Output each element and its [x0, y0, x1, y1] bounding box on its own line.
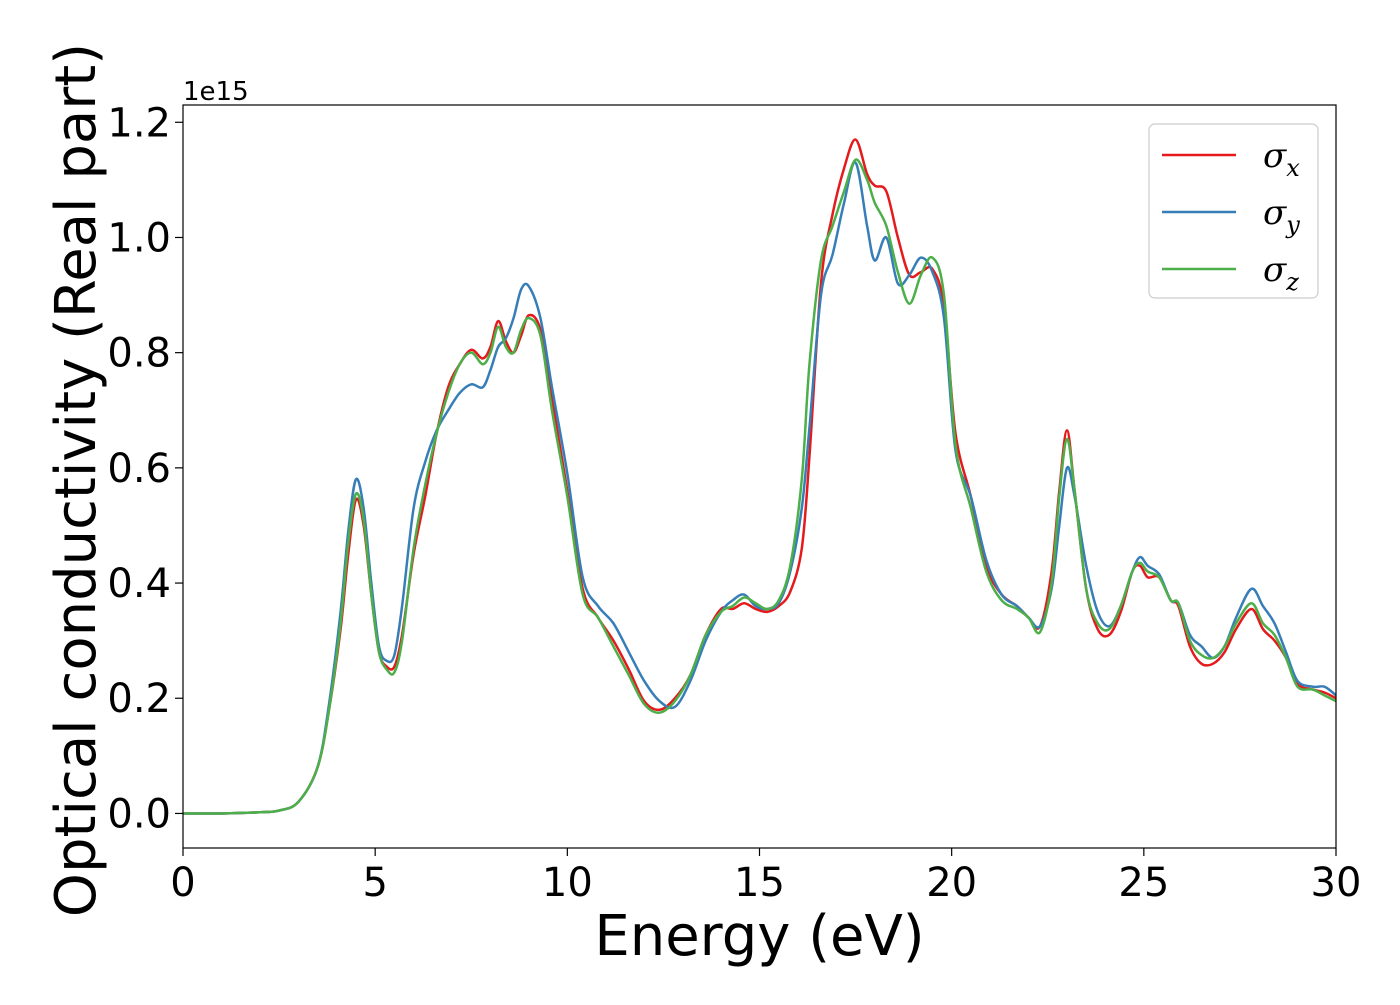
y-tick-label: 0.0	[107, 791, 171, 837]
y-axis-title: Optical conductivity (Real part)	[44, 43, 109, 917]
x-tick-label: 10	[542, 860, 593, 906]
y-tick-label: 0.2	[107, 676, 171, 722]
x-tick-label: 15	[734, 860, 785, 906]
x-tick-label: 25	[1118, 860, 1169, 906]
legend-item-y: σy	[1162, 193, 1300, 239]
x-axis-title: Energy (eV)	[594, 904, 924, 969]
series-lines	[183, 138, 1336, 815]
legend-label-y: σy	[1263, 193, 1300, 239]
legend: σx σy σz	[1148, 123, 1319, 299]
series-line-y	[183, 161, 1336, 815]
y-tick-label: 0.4	[107, 561, 171, 607]
series-line-z	[183, 158, 1336, 815]
y-tick-label: 1.2	[107, 100, 171, 146]
legend-label-x: σx	[1263, 136, 1300, 182]
x-tick-label: 5	[362, 860, 387, 906]
legend-label-z: σz	[1263, 250, 1299, 296]
legend-item-z: σz	[1162, 250, 1299, 296]
x-tick-label: 30	[1311, 860, 1362, 906]
y-axis: 0.0 0.2 0.4 0.6 0.8 1.0 1.2	[107, 100, 183, 837]
legend-item-x: σx	[1162, 136, 1300, 182]
y-tick-label: 0.8	[107, 331, 171, 377]
y-tick-label: 1.0	[107, 215, 171, 261]
y-offset-label: 1e15	[183, 77, 249, 107]
y-tick-label: 0.6	[107, 446, 171, 492]
x-axis: 0 5 10 15 20 25 30	[170, 848, 1361, 906]
x-tick-label: 0	[170, 860, 195, 906]
x-tick-label: 20	[926, 860, 977, 906]
